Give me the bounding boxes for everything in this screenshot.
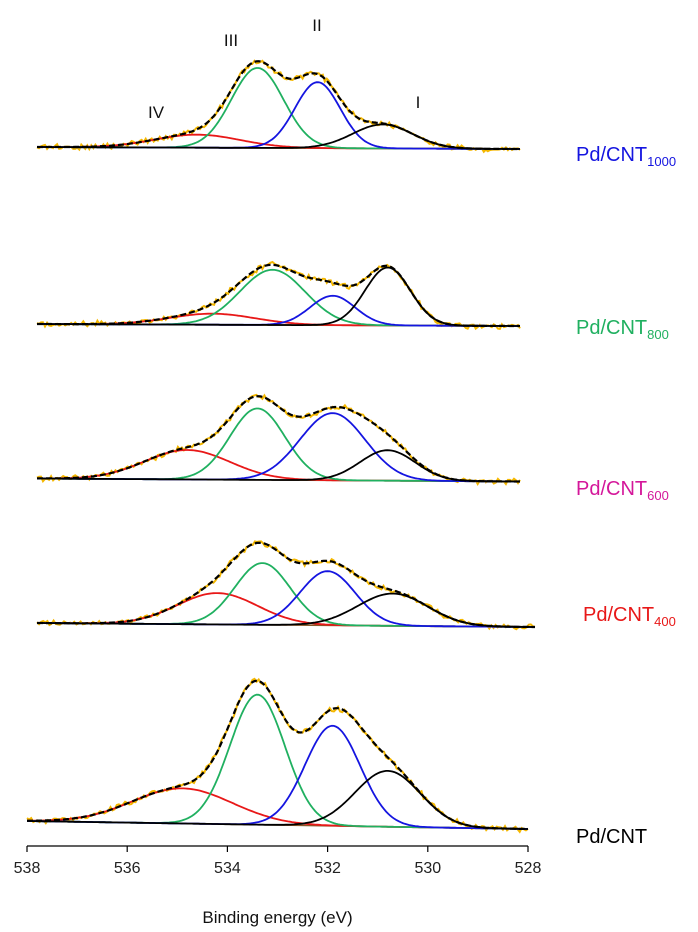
sample-label-main: Pd/CNT	[576, 826, 647, 848]
component-peak-III	[37, 407, 520, 483]
component-peak-II	[37, 412, 520, 483]
peak-label-IV: IV	[148, 103, 165, 122]
x-tick-label: 528	[515, 860, 542, 877]
envelope-line	[27, 679, 528, 831]
spectrum-panel	[26, 677, 529, 834]
x-tick-label: 530	[414, 860, 441, 877]
x-tick-label: 538	[14, 860, 41, 877]
component-peak-II	[37, 81, 520, 150]
x-axis-title: Binding energy (eV)	[202, 908, 352, 927]
sample-label-main: Pd/CNT	[576, 478, 647, 500]
spectrum-panel	[36, 260, 521, 331]
sample-label: Pd/CNT	[576, 826, 647, 848]
peak-label-II: II	[312, 16, 321, 35]
x-ticks: 538 536 534 532 530 528	[14, 846, 542, 877]
raw-spectrum-line	[36, 260, 521, 331]
sample-label-subscript: 600	[647, 488, 669, 503]
envelope-line	[37, 60, 520, 151]
sample-label-subscript: 800	[647, 327, 669, 342]
component-peak-IV	[37, 449, 520, 483]
raw-spectrum-line	[36, 540, 536, 631]
raw-spectrum-line	[26, 677, 529, 834]
envelope-line	[37, 263, 520, 328]
spectra-panels	[26, 59, 536, 834]
sample-label-main: Pd/CNT	[576, 144, 647, 166]
component-peak-III	[27, 693, 528, 830]
component-peak-I	[37, 266, 520, 327]
x-tick-label: 534	[214, 860, 241, 877]
sample-label: Pd/CNT600	[576, 478, 669, 503]
x-tick-label: 532	[314, 860, 341, 877]
raw-spectrum-line	[36, 393, 521, 486]
sample-label-subscript: 1000	[647, 154, 676, 169]
sample-labels: Pd/CNT1000Pd/CNT800Pd/CNT600Pd/CNT400Pd/…	[576, 144, 676, 848]
spectrum-panel	[36, 540, 536, 631]
envelope-line	[37, 395, 520, 483]
sample-label: Pd/CNT800	[576, 317, 669, 342]
sample-label: Pd/CNT400	[583, 604, 676, 629]
peak-label-I: I	[416, 93, 421, 112]
sample-label-main: Pd/CNT	[583, 604, 654, 626]
component-peak-III	[37, 268, 520, 327]
spectrum-panel	[36, 59, 521, 154]
peak-label-III: III	[224, 31, 238, 50]
envelope-line	[37, 541, 535, 629]
component-peak-I	[37, 123, 520, 150]
component-peak-III	[37, 67, 520, 150]
x-tick-label: 536	[114, 860, 141, 877]
sample-label-subscript: 400	[654, 614, 676, 629]
x-axis: 538 536 534 532 530 528 Binding energy (eV)	[14, 845, 542, 927]
sample-label: Pd/CNT1000	[576, 144, 676, 169]
sample-label-main: Pd/CNT	[576, 317, 647, 339]
spectrum-panel	[36, 393, 521, 486]
